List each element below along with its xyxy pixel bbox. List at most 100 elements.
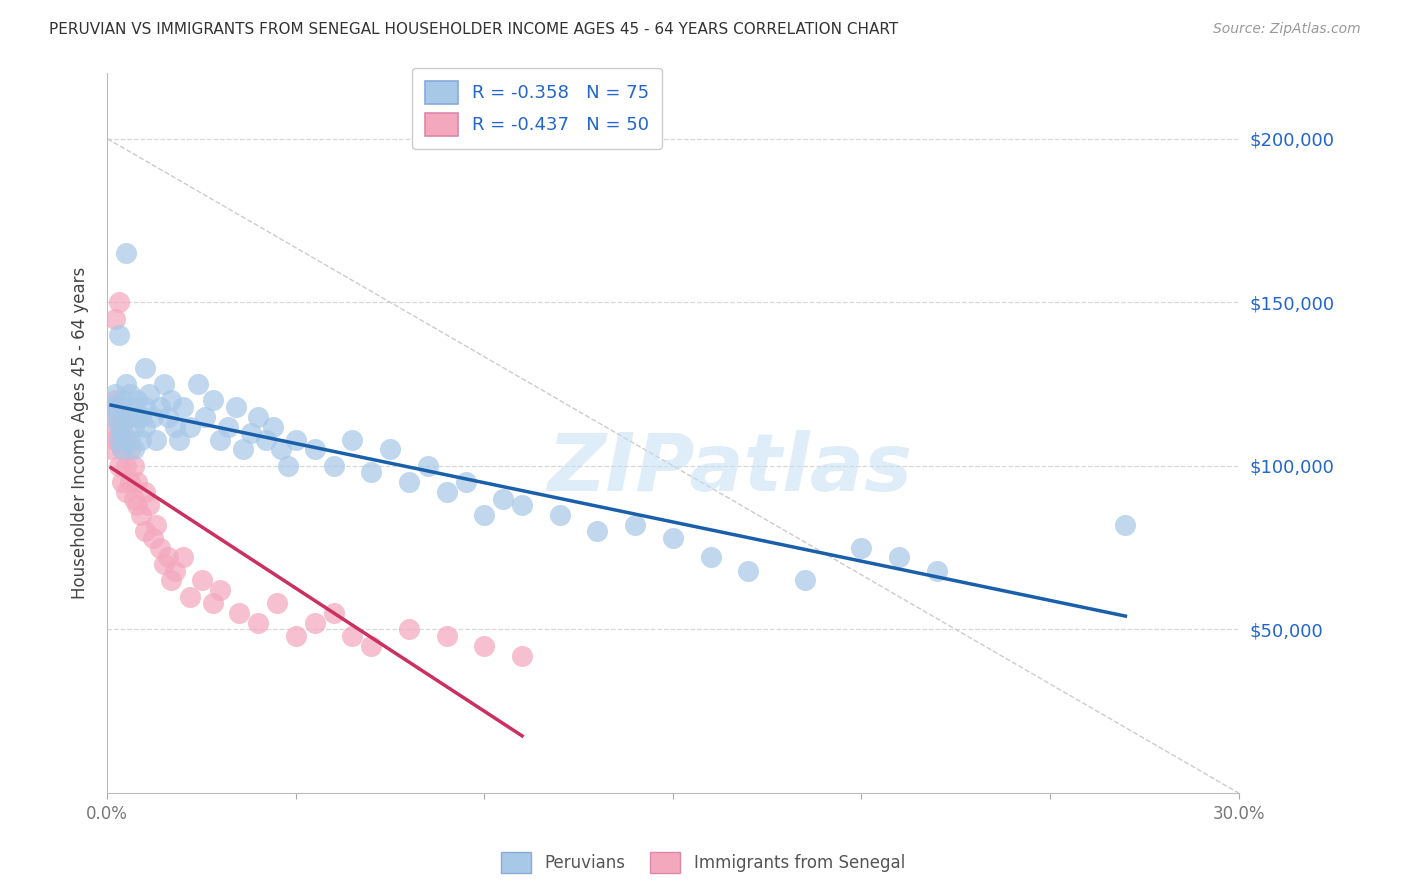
Point (107, 409, 129, 424)
Point (322, 606, 344, 620)
Point (304, 442, 326, 457)
Point (141, 531, 163, 545)
Point (129, 433, 152, 447)
Point (127, 393, 149, 408)
Point (104, 387, 127, 401)
Point (115, 246, 138, 260)
Point (232, 442, 254, 457)
Point (270, 442, 292, 457)
Point (111, 475, 134, 490)
Point (209, 433, 232, 447)
Point (172, 400, 194, 414)
Point (104, 311, 127, 326)
Point (851, 541, 873, 555)
Point (187, 377, 209, 392)
Point (624, 517, 647, 532)
Point (104, 409, 127, 424)
Point (153, 557, 176, 571)
Point (889, 550, 911, 565)
Point (104, 433, 127, 447)
Point (510, 648, 533, 663)
Point (115, 485, 138, 500)
Point (179, 590, 201, 604)
Point (127, 498, 149, 512)
Point (134, 524, 156, 539)
Point (122, 400, 145, 414)
Point (436, 629, 458, 643)
Point (304, 615, 326, 630)
Point (1114, 517, 1136, 532)
Point (141, 409, 163, 424)
Point (342, 433, 364, 447)
Point (145, 433, 167, 447)
Point (111, 419, 134, 434)
Text: PERUVIAN VS IMMIGRANTS FROM SENEGAL HOUSEHOLDER INCOME AGES 45 - 64 YEARS CORREL: PERUVIAN VS IMMIGRANTS FROM SENEGAL HOUS… (49, 22, 898, 37)
Point (111, 426, 134, 441)
Point (115, 433, 138, 447)
Point (111, 393, 134, 408)
Point (201, 596, 224, 610)
Point (284, 629, 307, 643)
Point (737, 564, 759, 578)
Point (127, 475, 149, 490)
Point (104, 400, 127, 414)
Point (107, 433, 129, 447)
Point (156, 409, 179, 424)
Point (167, 433, 190, 447)
Point (118, 433, 141, 447)
Point (190, 574, 212, 588)
Point (247, 615, 270, 630)
Point (122, 491, 145, 506)
Point (111, 442, 134, 457)
Point (122, 442, 145, 457)
Legend: Peruvians, Immigrants from Senegal: Peruvians, Immigrants from Senegal (495, 846, 911, 880)
Point (153, 377, 176, 392)
Point (134, 419, 156, 434)
Point (492, 491, 515, 506)
Point (118, 409, 141, 424)
Point (266, 596, 288, 610)
Point (127, 409, 149, 424)
Point (107, 400, 129, 414)
Point (436, 485, 458, 500)
Point (104, 393, 127, 408)
Point (107, 295, 129, 310)
Point (149, 400, 172, 414)
Point (160, 574, 183, 588)
Point (118, 475, 141, 490)
Point (115, 458, 138, 473)
Point (134, 400, 156, 414)
Point (699, 550, 721, 565)
Point (342, 629, 364, 643)
Point (134, 360, 156, 375)
Point (111, 442, 134, 457)
Point (247, 409, 270, 424)
Point (122, 419, 145, 434)
Point (416, 458, 439, 473)
Point (510, 498, 533, 512)
Point (201, 393, 224, 408)
Point (172, 550, 194, 565)
Point (129, 508, 152, 522)
Point (129, 409, 152, 424)
Text: Source: ZipAtlas.com: Source: ZipAtlas.com (1213, 22, 1361, 37)
Point (793, 574, 815, 588)
Point (398, 475, 420, 490)
Point (134, 485, 156, 500)
Point (160, 393, 183, 408)
Point (474, 639, 496, 653)
Point (165, 419, 187, 434)
Point (100, 400, 122, 414)
Point (100, 442, 122, 457)
Y-axis label: Householder Income Ages 45 - 64 years: Householder Income Ages 45 - 64 years (72, 267, 89, 599)
Point (100, 419, 122, 434)
Point (277, 458, 299, 473)
Point (224, 400, 246, 414)
Point (107, 419, 129, 434)
Point (118, 442, 141, 457)
Point (322, 458, 344, 473)
Point (262, 419, 284, 434)
Point (360, 466, 382, 480)
Point (115, 377, 138, 392)
Legend: R = -0.358   N = 75, R = -0.437   N = 50: R = -0.358 N = 75, R = -0.437 N = 50 (412, 68, 662, 149)
